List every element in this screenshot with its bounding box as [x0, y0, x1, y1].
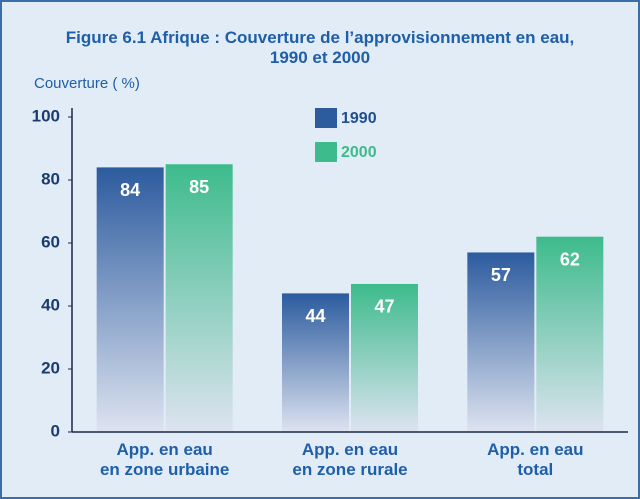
y-tick-label: 0 — [51, 421, 60, 440]
bar — [536, 236, 604, 432]
x-tick-label: App. en eau total — [487, 440, 584, 479]
value-label: 44 — [305, 306, 325, 326]
legend-swatch — [315, 142, 337, 162]
value-label: 57 — [491, 265, 511, 285]
bar — [282, 293, 349, 432]
legend-swatch — [315, 108, 337, 128]
bar — [165, 164, 233, 432]
y-axis-label: Couverture ( %) — [34, 75, 140, 92]
x-tick-label: App. en eau en zone urbaine — [99, 440, 230, 479]
y-tick-label: 80 — [41, 169, 60, 188]
chart-title: Figure 6.1 Afrique : Couverture de l’app… — [65, 28, 575, 67]
y-tick-label: 100 — [32, 106, 60, 125]
y-tick-label: 20 — [41, 358, 60, 377]
y-tick-label: 60 — [41, 232, 60, 251]
value-label: 47 — [374, 297, 394, 317]
value-label: 85 — [189, 177, 209, 197]
legend-label: 1990 — [341, 110, 377, 127]
y-tick-label: 40 — [41, 295, 60, 314]
value-label: 84 — [120, 180, 140, 200]
bar — [351, 283, 418, 432]
bar — [96, 167, 164, 432]
value-label: 62 — [560, 249, 580, 269]
x-tick-label: App. en eau en zone rurale — [292, 440, 408, 479]
bar — [467, 252, 535, 432]
legend-label: 2000 — [341, 144, 377, 161]
